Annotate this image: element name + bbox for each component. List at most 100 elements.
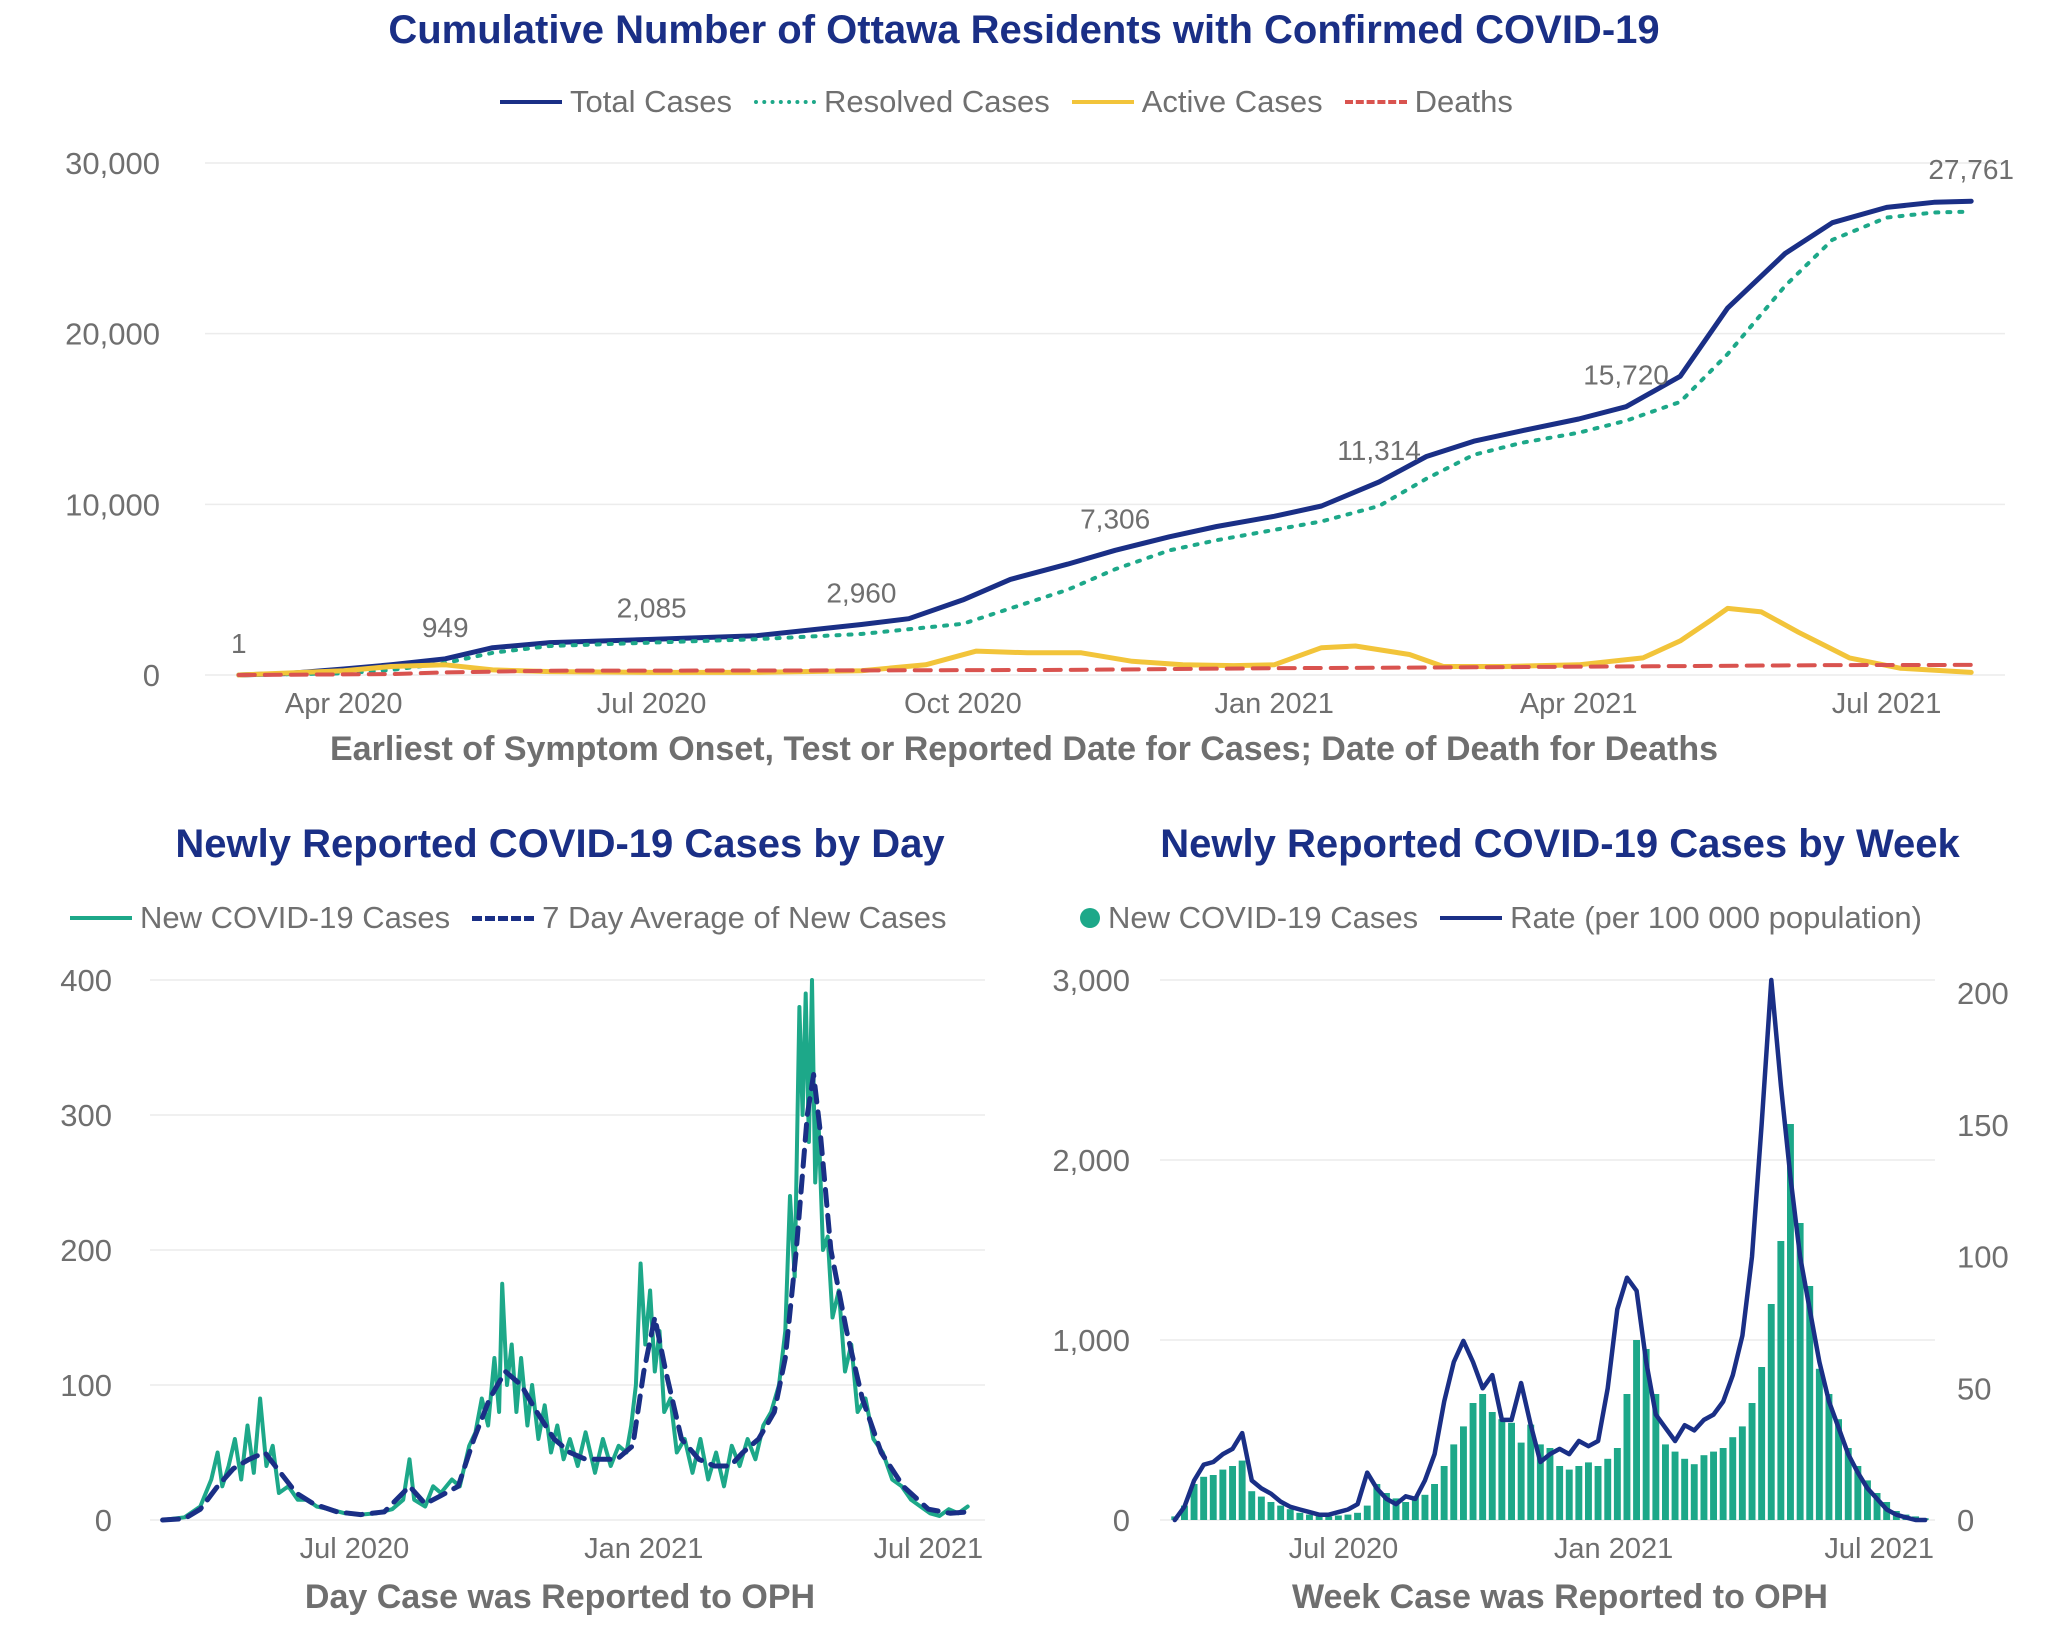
weekly-bar	[1219, 1469, 1227, 1520]
cumulative-data-label: 11,314	[1337, 435, 1421, 466]
weekly-bar	[1671, 1451, 1679, 1520]
weekly-legend: New COVID-19 Cases Rate (per 100 000 pop…	[1080, 900, 1944, 936]
cumulative-legend: Total Cases Resolved Cases Active Cases …	[500, 84, 1535, 120]
weekly-bar	[1527, 1424, 1535, 1520]
weekly-bar	[1585, 1462, 1592, 1520]
cumulative-x-tick-label: Jul 2021	[1832, 688, 1942, 720]
legend-swatch-7day	[472, 915, 535, 921]
weekly-bar	[1383, 1493, 1390, 1520]
weekly-bar	[1315, 1515, 1323, 1520]
weekly-bar	[1690, 1464, 1698, 1520]
cumulative-y-tick-label: 20,000	[65, 317, 160, 352]
legend-label-deaths: Deaths	[1414, 84, 1513, 119]
daily-x-tick-label: Jul 2020	[300, 1533, 410, 1565]
legend-label-active: Active Cases	[1141, 84, 1323, 119]
weekly-y-tick-label: 1,000	[1052, 1323, 1130, 1358]
legend-item-new-cases-daily[interactable]: New COVID-19 Cases	[70, 900, 450, 936]
cumulative-data-label: 949	[422, 612, 469, 643]
weekly-bar	[1835, 1419, 1842, 1520]
weekly-chart-title: Newly Reported COVID-19 Cases by Week	[1160, 822, 1960, 866]
legend-label-new-daily: New COVID-19 Cases	[140, 900, 451, 935]
weekly-bar	[1758, 1367, 1766, 1520]
weekly-bar	[1748, 1403, 1756, 1520]
weekly-bar	[1325, 1516, 1333, 1520]
weekly-bar	[1777, 1241, 1785, 1520]
weekly-y2-tick-label: 200	[1957, 976, 2009, 1011]
weekly-bar	[1373, 1484, 1381, 1520]
cumulative-x-axis-label: Earliest of Symptom Onset, Test or Repor…	[330, 730, 1718, 768]
weekly-bar	[1517, 1442, 1525, 1520]
legend-swatch-new-weekly	[1080, 908, 1100, 928]
weekly-bar	[1767, 1304, 1775, 1520]
cumulative-data-label: 27,761	[1928, 154, 2014, 185]
weekly-bar	[1257, 1496, 1265, 1520]
weekly-bar	[1806, 1286, 1814, 1520]
weekly-x-tick-label: Jul 2021	[1824, 1533, 1934, 1565]
weekly-bar	[1844, 1448, 1852, 1520]
cumulative-data-label: 1	[231, 628, 247, 659]
weekly-bar	[1700, 1455, 1708, 1520]
weekly-bar	[1719, 1448, 1727, 1520]
weekly-bar	[1604, 1458, 1612, 1520]
weekly-bar	[1479, 1394, 1487, 1520]
daily-x-axis-label: Day Case was Reported to OPH	[304, 1578, 816, 1616]
daily-y-tick-label: 0	[95, 1503, 112, 1538]
weekly-bar	[1450, 1444, 1458, 1520]
weekly-bar	[1488, 1412, 1496, 1520]
cumulative-x-tick-label: Apr 2020	[285, 688, 403, 720]
cumulative-data-label: 2,085	[617, 592, 687, 623]
weekly-bar	[1267, 1502, 1275, 1520]
weekly-y2-tick-label: 0	[1957, 1503, 1974, 1538]
weekly-bar	[1354, 1512, 1361, 1520]
legend-item-active-cases[interactable]: Active Cases	[1071, 84, 1323, 120]
legend-item-7-day-average[interactable]: 7 Day Average of New Cases	[472, 900, 946, 936]
legend-swatch-total	[500, 100, 562, 104]
legend-item-total-cases[interactable]: Total Cases	[500, 84, 732, 120]
legend-item-resolved-cases[interactable]: Resolved Cases	[753, 84, 1050, 120]
weekly-bar	[1565, 1469, 1573, 1520]
cumulative-x-tick-label: Apr 2021	[1520, 688, 1638, 720]
cumulative-y-tick-label: 0	[143, 658, 160, 693]
weekly-y-tick-label: 0	[1113, 1503, 1130, 1538]
weekly-bar	[1729, 1437, 1737, 1520]
weekly-bar	[1498, 1419, 1506, 1520]
weekly-bar	[1796, 1223, 1804, 1520]
weekly-bar	[1363, 1505, 1371, 1520]
weekly-x-axis-label: Week Case was Reported to OPH	[1292, 1578, 1828, 1616]
weekly-bar	[1200, 1476, 1208, 1520]
weekly-bar	[1662, 1444, 1669, 1520]
legend-swatch-deaths	[1344, 100, 1407, 104]
daily-y-tick-label: 100	[60, 1368, 112, 1403]
weekly-y-tick-label: 3,000	[1052, 963, 1130, 998]
weekly-bar	[1710, 1451, 1717, 1520]
weekly-bar	[1613, 1448, 1621, 1520]
legend-item-deaths[interactable]: Deaths	[1344, 84, 1513, 120]
legend-label-resolved: Resolved Cases	[823, 84, 1050, 119]
weekly-bar	[1238, 1460, 1246, 1520]
cumulative-x-tick-label: Jan 2021	[1215, 688, 1334, 720]
cumulative-series-line	[236, 198, 1974, 678]
weekly-bar	[1546, 1448, 1554, 1520]
weekly-x-tick-label: Jul 2020	[1289, 1533, 1399, 1565]
legend-item-rate[interactable]: Rate (per 100 000 population)	[1440, 900, 1922, 936]
weekly-bar	[1594, 1466, 1602, 1520]
daily-legend: New COVID-19 Cases 7 Day Average of New …	[70, 900, 968, 936]
legend-swatch-new-daily	[70, 916, 132, 920]
cumulative-data-label: 7,306	[1080, 503, 1150, 534]
weekly-bar	[1248, 1491, 1256, 1520]
cumulative-x-tick-label: Jul 2020	[597, 688, 707, 720]
cumulative-series-line	[236, 209, 1974, 677]
legend-label-total: Total Cases	[570, 84, 732, 119]
cumulative-data-label: 15,720	[1583, 360, 1669, 391]
weekly-bar	[1536, 1444, 1544, 1520]
weekly-bar	[1209, 1475, 1217, 1520]
legend-item-new-cases-weekly[interactable]: New COVID-19 Cases	[1080, 900, 1418, 936]
cumulative-x-tick-label: Oct 2020	[904, 688, 1022, 720]
weekly-y2-tick-label: 150	[1957, 1108, 2009, 1143]
weekly-x-tick-label: Jan 2021	[1554, 1533, 1673, 1565]
weekly-bar	[1277, 1505, 1285, 1520]
weekly-bar	[1681, 1458, 1689, 1520]
weekly-bar	[1411, 1496, 1419, 1520]
weekly-bar	[1181, 1505, 1188, 1520]
